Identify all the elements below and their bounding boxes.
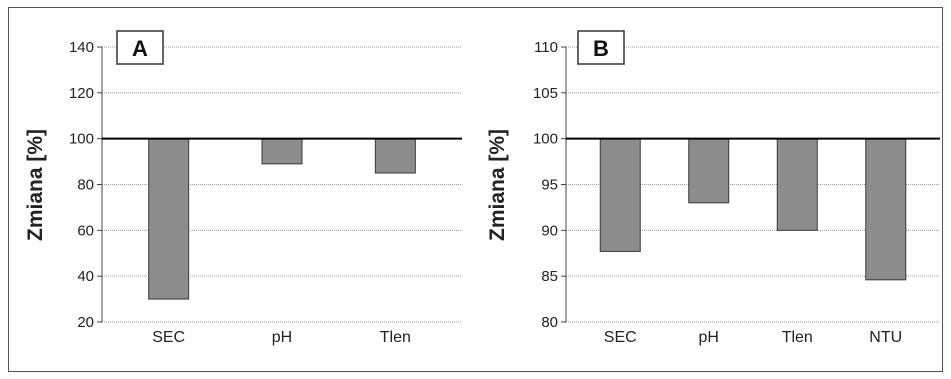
panel-b-ylabel: Zmiana [%] [486, 129, 509, 241]
panel-b-label: B [593, 36, 609, 61]
panel-a-bar [148, 138, 190, 300]
panel-b-chart: Zmiana [%] 80 85 90 95 100 105 110 SEC pH Tlen NT… [486, 30, 940, 346]
panel-b-bar [599, 138, 641, 252]
panel-a-y-tick-label: 40 [77, 268, 94, 285]
panel-a-y-tick-label: 20 [77, 314, 94, 331]
panel-a-label-box: A [116, 30, 164, 65]
panel-a-category-label: pH [272, 329, 292, 346]
panel-b-category-label: SEC [604, 329, 637, 346]
panel-a-y-tick-label: 60 [77, 222, 94, 239]
panel-b-y-tick-label: 80 [541, 314, 558, 331]
panel-b-label-frame [577, 30, 625, 65]
panel-a-y-tick-label: 120 [69, 85, 94, 102]
panel-b-bar [688, 138, 730, 204]
panel-a-label-frame [116, 30, 164, 65]
panel-b-category-label: Tlen [782, 329, 813, 346]
panel-b-bar [776, 138, 818, 231]
panel-b-y-tick-label: 95 [541, 177, 558, 194]
panel-a-y-tick-label: 80 [77, 177, 94, 194]
panel-b-y-tick-label: 110 [534, 39, 558, 56]
panel-b-bar [865, 138, 907, 281]
panel-b-y-tick-label: 90 [541, 222, 558, 239]
panel-a-y-tick-label: 140 [69, 39, 94, 56]
panel-a-y-tick-label: 100 [69, 131, 94, 148]
panel-a-ylabel: Zmiana [%] [24, 129, 47, 241]
panel-b-category-label: pH [699, 329, 719, 346]
panel-a-bar [374, 138, 416, 174]
panel-a-label: A [132, 36, 148, 61]
panel-a-bar [261, 138, 303, 165]
panel-b-y-tick-label: 105 [533, 85, 558, 102]
panel-b-y-tick-label: 85 [541, 268, 558, 285]
panel-a-chart: Zmiana [%] 20 40 60 80 100 120 140 SEC pH Tlen A [24, 30, 462, 346]
panel-a-category-label: SEC [152, 329, 185, 346]
panel-b-category-label: NTU [869, 329, 902, 346]
panel-a-category-label: Tlen [380, 329, 411, 346]
panel-b-y-tick-label: 100 [533, 131, 558, 148]
panel-b-label-box: B [577, 30, 625, 65]
